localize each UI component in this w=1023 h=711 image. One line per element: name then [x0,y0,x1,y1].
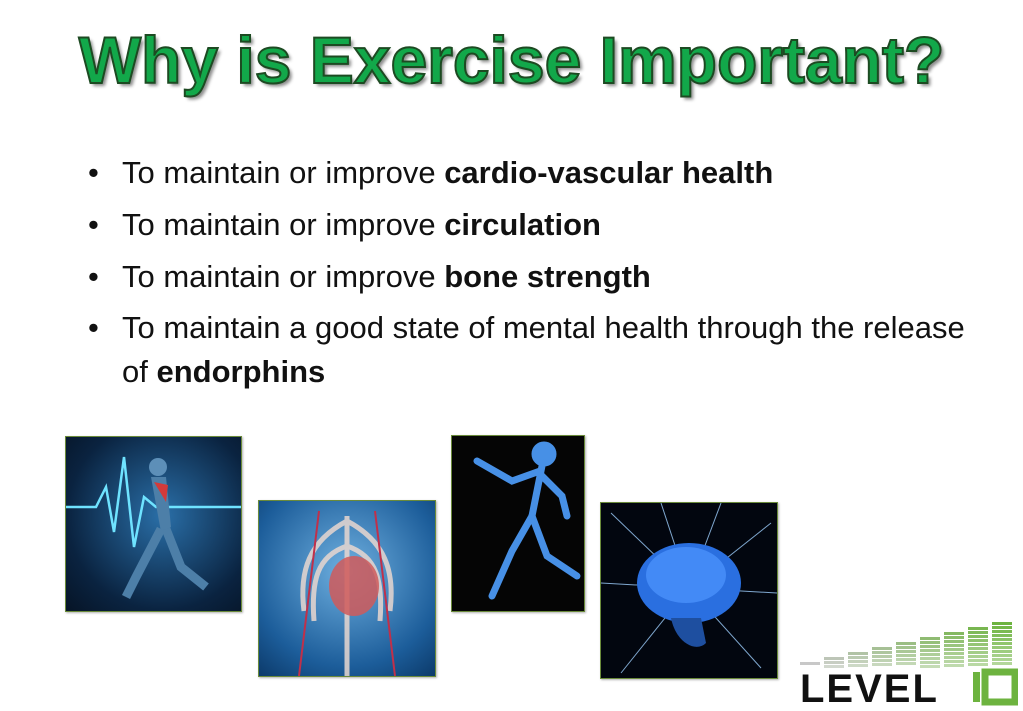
logo-bar-segment [992,622,1012,625]
brain-image [600,502,778,679]
logo-bar-segment [872,655,892,658]
logo-bar-segment [872,659,892,662]
bullet-text: To maintain or improve [122,155,445,190]
logo-bar-segment [920,645,940,648]
logo-bar-segment [992,658,1012,661]
logo-bar-segment [896,658,916,661]
logo-bar-segment [896,650,916,653]
logo-bar-segment [992,662,1012,665]
logo-bar-segment [920,661,940,664]
logo-bar-segment [968,639,988,642]
logo-bar-segment [944,648,964,651]
logo-bar-segment [896,646,916,649]
logo-bar-segment [992,626,1012,629]
logo-bar-segment [944,644,964,647]
logo-bar-segment [896,642,916,645]
logo-bar-segment [944,660,964,663]
logo-bar-segment [848,664,868,667]
logo-bar-segment [968,635,988,638]
bullet-item: • To maintain or improve bone strength [88,254,968,300]
bullet-item: • To maintain a good state of mental heal… [88,306,968,394]
logo-bar-segment [872,663,892,666]
bullet-list: • To maintain or improve cardio-vascular … [88,150,968,400]
logo-bar-segment [872,647,892,650]
logo-bar-segment [920,637,940,640]
logo-bar-segment [992,634,1012,637]
logo-bar-segment [848,656,868,659]
bullet-item: • To maintain or improve circulation [88,202,968,248]
logo-bar-segment [872,651,892,654]
logo-bar-segment [968,647,988,650]
bullet-text: To maintain a good state of mental healt… [122,310,965,389]
logo-bar-segment [824,665,844,668]
bullet-bold: endorphins [156,354,326,389]
logo-bar-segment [992,638,1012,641]
logo-bar-segment [968,631,988,634]
level10-logo-graphic: LEVEL [800,622,1019,711]
logo-bar-segment [992,650,1012,653]
logo-bar-segment [944,636,964,639]
level10-logo: LEVEL [800,620,1019,711]
bullet-text: To maintain or improve [122,259,445,294]
skeleton-runner-image [451,435,585,612]
bullet-dot: • [88,310,99,345]
logo-bar-segment [944,640,964,643]
logo-bar-segment [944,632,964,635]
logo-bar-segment [992,646,1012,649]
logo-bar-segment [968,643,988,646]
bullet-bold: circulation [444,207,601,242]
bullet-dot: • [88,155,99,190]
logo-bar-segment [896,654,916,657]
bullet-bold: cardio-vascular health [444,155,774,190]
logo-bar-segment [968,663,988,666]
logo-bar-segment [968,655,988,658]
logo-bar-segment [944,664,964,667]
ribcage-circulation-image [258,500,436,677]
logo-bar-segment [920,665,940,668]
logo-bar-segment [848,652,868,655]
logo-bar-segment [824,661,844,664]
logo-bar-segment [992,654,1012,657]
logo-bar-segment [824,657,844,660]
svg-text:LEVEL: LEVEL [800,667,939,706]
logo-bar-segment [848,660,868,663]
bullet-text: To maintain or improve [122,207,445,242]
bullet-dot: • [88,207,99,242]
logo-bar-segment [968,651,988,654]
bullet-item: • To maintain or improve cardio-vascular … [88,150,968,196]
logo-bar-segment [920,657,940,660]
bullet-bold: bone strength [444,259,651,294]
logo-bar-segment [920,649,940,652]
heartbeat-runner-image [65,436,242,612]
logo-bar-segment [968,627,988,630]
slide-title: Why is Exercise Important? [78,22,946,98]
logo-bar-segment [944,652,964,655]
logo-bar-segment [992,630,1012,633]
bullet-dot: • [88,259,99,294]
logo-bar-segment [992,642,1012,645]
logo-bar-segment [800,662,820,665]
logo-bar-segment [944,656,964,659]
logo-bar-segment [896,662,916,665]
logo-bar-segment [920,641,940,644]
logo-bar-segment [920,653,940,656]
logo-bar-segment [968,659,988,662]
